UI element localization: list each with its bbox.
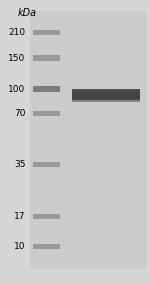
FancyBboxPatch shape — [72, 91, 140, 99]
FancyBboxPatch shape — [72, 89, 140, 100]
Text: 150: 150 — [8, 53, 26, 63]
Text: kDa: kDa — [17, 8, 37, 18]
FancyBboxPatch shape — [30, 11, 147, 269]
Text: 100: 100 — [8, 85, 26, 94]
FancyBboxPatch shape — [33, 111, 60, 116]
Text: 210: 210 — [8, 28, 26, 37]
FancyBboxPatch shape — [33, 244, 60, 249]
Text: 10: 10 — [14, 242, 26, 251]
FancyBboxPatch shape — [72, 94, 140, 102]
FancyBboxPatch shape — [33, 162, 60, 167]
Text: 70: 70 — [14, 109, 26, 118]
Text: 35: 35 — [14, 160, 26, 169]
FancyBboxPatch shape — [33, 55, 60, 61]
FancyBboxPatch shape — [33, 86, 60, 92]
FancyBboxPatch shape — [33, 30, 60, 35]
Text: 17: 17 — [14, 212, 26, 221]
FancyBboxPatch shape — [33, 214, 60, 219]
